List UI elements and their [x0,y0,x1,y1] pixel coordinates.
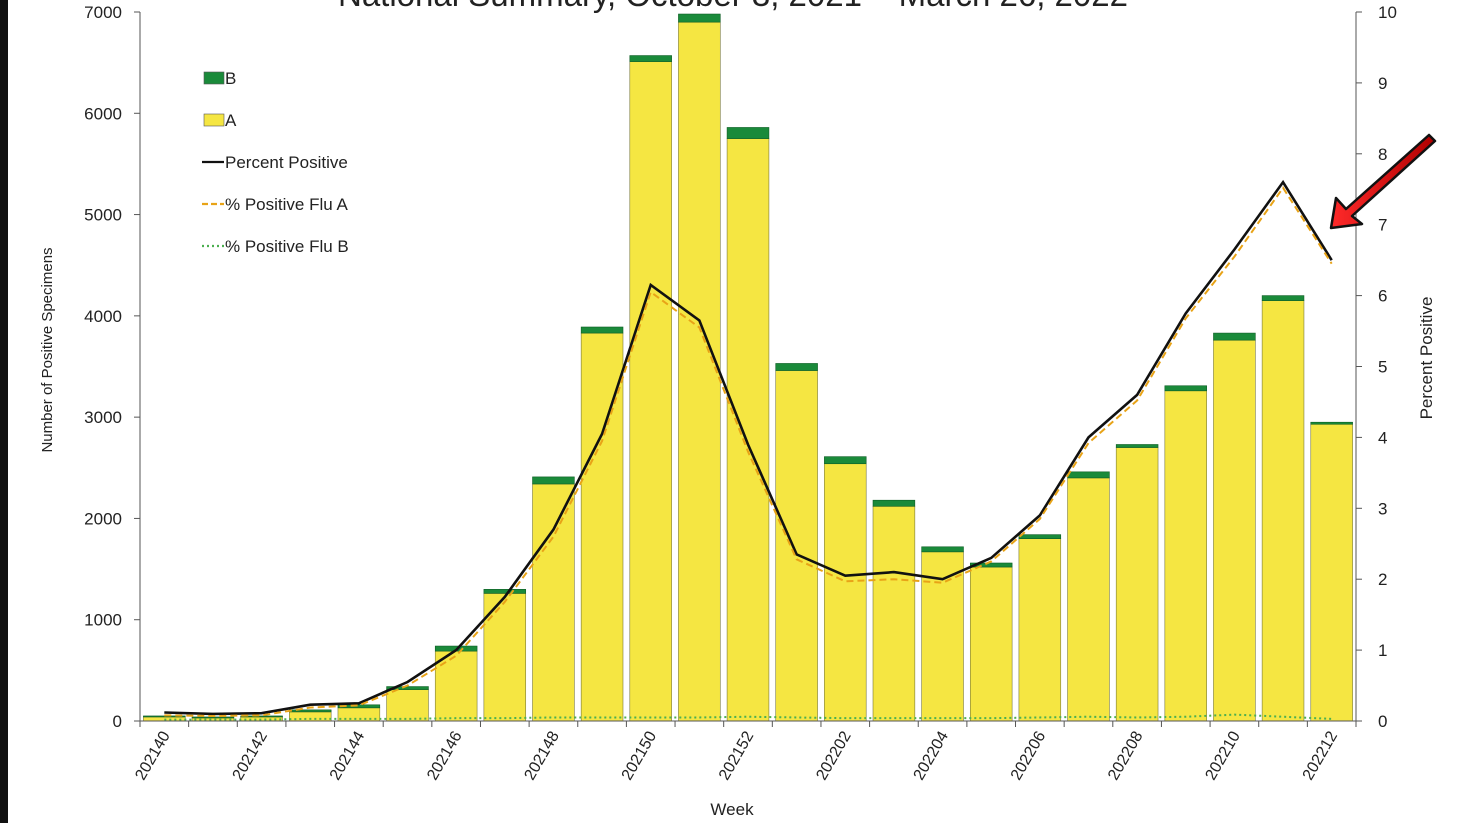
bar-b-202204 [921,546,964,553]
bar-b-202210 [1213,332,1256,341]
x-tick-label-202150: 202150 [619,728,660,783]
bar-a-202206 [1018,538,1062,722]
annotation-layer [1329,133,1437,230]
x-tick-label-202142: 202142 [230,728,271,783]
legend-label-positive-flu-a: % Positive Flu A [225,195,348,214]
y2-axis-title: Percent Positive [1417,297,1436,420]
x-tick-label-202208: 202208 [1105,728,1146,783]
bar-b-202142 [240,715,283,718]
bar-b-202151 [678,13,721,23]
bar-a-202202 [824,463,867,722]
bar-a-202209 [1164,390,1207,722]
bar-b-202144 [337,704,381,709]
bar-b-202205 [969,562,1013,568]
bar-b-202148 [532,476,575,485]
x-tick-label-202148: 202148 [521,728,562,783]
y2-tick-label-0: 0 [1378,712,1387,731]
x-tick-label-202144: 202144 [327,728,368,783]
lines-layer [164,179,1333,721]
y2-tick-label-2: 2 [1378,570,1387,589]
y-axis-title: Number of Positive Specimens [39,247,56,452]
bar-a-202146 [434,650,478,722]
y-tick-label-3000: 3000 [84,408,122,427]
bar-a-202148 [532,483,575,722]
x-tick-label-202152: 202152 [716,728,757,783]
bar-a-202207 [1067,477,1110,722]
bar-b-202150 [629,55,672,62]
bar-a-202151 [678,21,721,722]
y2-tick-label-4: 4 [1378,428,1387,447]
bar-a-202201 [775,370,818,722]
bar-b-202212 [1310,421,1353,425]
y-tick-label-0: 0 [113,712,122,731]
legend-label-b: B [225,69,236,88]
legend-label-a: A [225,111,237,130]
bar-b-202208 [1115,444,1159,448]
bar-a-202211 [1261,300,1305,722]
bar-b-202143 [289,709,332,713]
y-tick-label-4000: 4000 [84,307,122,326]
bar-a-202145 [386,689,429,722]
y-tick-label-5000: 5000 [84,206,122,225]
y2-tick-label-8: 8 [1378,145,1387,164]
x-axis-title: Week [710,800,754,819]
y2-tick-label-1: 1 [1378,641,1387,660]
legend-label-positive-flu-b: % Positive Flu B [225,237,349,256]
bar-a-202152 [726,138,770,722]
bar-a-202144 [337,707,381,722]
y2-tick-label-3: 3 [1378,499,1387,518]
legend-swatch-b [203,71,225,85]
x-tick-label-202206: 202206 [1008,728,1049,783]
bar-a-202147 [483,593,527,722]
bar-b-202147 [483,589,527,594]
x-tick-label-202146: 202146 [424,728,465,783]
legend-label-percent-positive: Percent Positive [225,153,348,172]
bar-b-202211 [1261,295,1305,301]
bar-b-202149 [580,326,624,334]
bar-b-202141 [191,716,235,719]
y2-tick-label-9: 9 [1378,74,1387,93]
y-tick-label-1000: 1000 [84,611,122,630]
bar-b-202202 [824,456,867,465]
bar-a-202208 [1115,447,1159,722]
bar-b-202207 [1067,471,1110,479]
bar-b-202203 [872,499,916,507]
y2-tick-label-7: 7 [1378,216,1387,235]
y2-tick-label-6: 6 [1378,287,1387,306]
bar-b-202152 [726,127,770,139]
y-tick-label-7000: 7000 [84,3,122,22]
x-tick-label-202212: 202212 [1300,728,1341,783]
x-tick-label-202140: 202140 [132,728,173,783]
red-arrow-shape [1329,133,1437,230]
x-tick-label-202202: 202202 [813,728,854,783]
x-tick-label-202210: 202210 [1202,728,1243,783]
bar-a-202150 [629,61,672,722]
line-percent-positive [164,179,1333,716]
y2-tick-label-10: 10 [1378,3,1397,22]
bar-b-202206 [1018,534,1062,539]
legend-swatch-a [203,113,225,127]
chart-title: National Summary, October 3, 2021 – Marc… [338,0,1128,13]
y2-tick-label-5: 5 [1378,358,1387,377]
bar-a-202203 [872,505,916,722]
x-tick-label-202204: 202204 [911,728,952,783]
bar-a-202210 [1213,339,1256,722]
bars-layer [143,13,1353,722]
bar-b-202201 [775,363,818,371]
bar-b-202209 [1164,385,1207,392]
bar-a-202212 [1310,423,1353,722]
bar-a-202205 [969,566,1013,722]
y-tick-label-6000: 6000 [84,104,122,123]
y-tick-label-2000: 2000 [84,509,122,528]
left-border [0,0,8,823]
line-positive-flu-a [164,186,1333,718]
legend: B A Percent Positive % Positive Flu A % Posi… [202,69,349,256]
red-arrow [1329,133,1437,230]
